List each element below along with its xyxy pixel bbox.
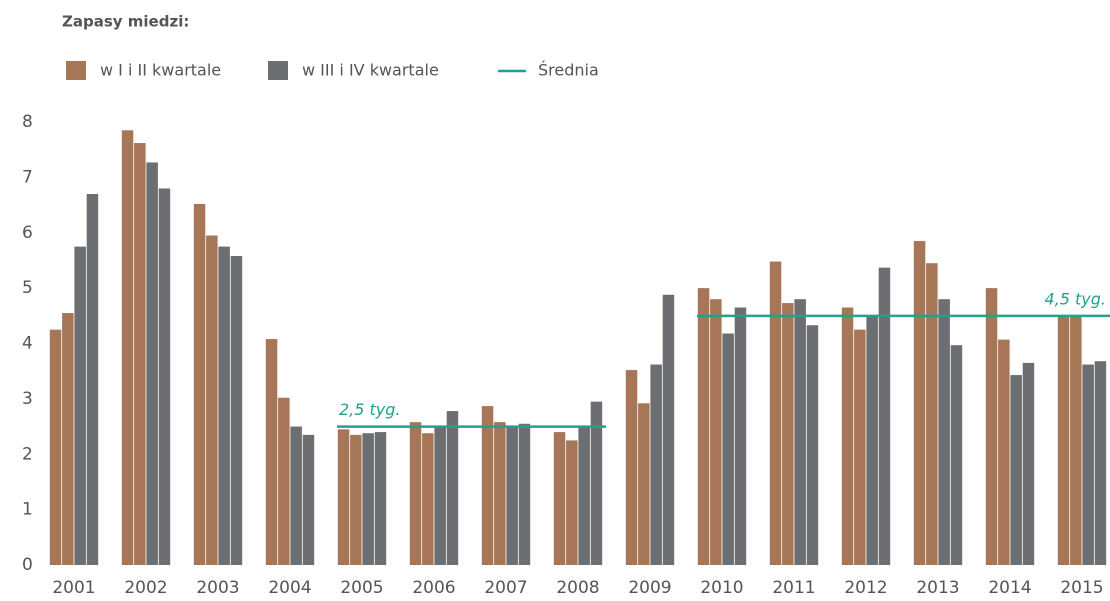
legend-label: w I i II kwartale (100, 61, 221, 80)
x-tick-label: 2014 (988, 578, 1031, 598)
bar (566, 440, 578, 565)
bar (518, 423, 531, 565)
bar (337, 429, 350, 565)
legend-swatch (66, 61, 86, 80)
bar (362, 433, 374, 565)
bar (734, 307, 747, 565)
bar (926, 263, 938, 565)
bar (985, 288, 998, 565)
bar (218, 246, 230, 565)
x-tick-label: 2002 (124, 578, 167, 598)
bar (938, 299, 950, 565)
x-tick-label: 2007 (484, 578, 527, 598)
bar (481, 406, 494, 565)
bar (265, 339, 278, 565)
y-tick-label: 8 (22, 112, 33, 132)
bar (794, 299, 806, 565)
bar (662, 294, 675, 565)
x-tick-label: 2003 (196, 578, 239, 598)
y-tick-label: 6 (22, 223, 33, 243)
chart-title: Zapasy miedzi: (62, 13, 189, 31)
bar (998, 339, 1010, 565)
bar (350, 434, 362, 565)
y-tick-label: 1 (22, 500, 33, 520)
bar (446, 411, 459, 565)
bar (1094, 361, 1107, 565)
bar (769, 261, 782, 565)
bar (278, 397, 290, 565)
bar (722, 333, 734, 565)
bar (697, 288, 710, 565)
bar (1082, 364, 1094, 565)
x-tick-label: 2005 (340, 578, 383, 598)
bar (422, 433, 434, 565)
y-tick-label: 3 (22, 389, 33, 409)
bar (1022, 362, 1035, 565)
bar (578, 426, 590, 565)
bar (854, 329, 866, 565)
bar (950, 345, 963, 565)
x-tick-label: 2006 (412, 578, 455, 598)
bar (638, 403, 650, 565)
bar (74, 246, 86, 565)
bar (913, 241, 926, 565)
average-label: 4,5 tyg. (1044, 289, 1106, 308)
x-tick-label: 2012 (844, 578, 887, 598)
y-tick-label: 7 (22, 167, 33, 187)
bar (86, 193, 99, 566)
bar (49, 329, 62, 565)
bar (158, 188, 171, 565)
y-tick-label: 2 (22, 444, 33, 464)
bar (290, 426, 302, 565)
bar (1057, 315, 1070, 565)
x-tick-label: 2001 (52, 578, 95, 598)
bar (806, 325, 819, 565)
legend-label: w III i IV kwartale (302, 61, 439, 80)
legend-swatch (268, 61, 288, 80)
x-tick-label: 2011 (772, 578, 815, 598)
bar (878, 267, 891, 565)
x-tick-label: 2010 (700, 578, 743, 598)
bar (206, 235, 218, 566)
average-label: 2,5 tyg. (339, 400, 401, 419)
bar (121, 130, 134, 565)
bar (494, 422, 506, 565)
bar (710, 299, 722, 565)
bar (230, 256, 243, 565)
bar (506, 426, 518, 565)
bar (1070, 315, 1082, 565)
y-tick-label: 0 (22, 555, 33, 575)
bar (1010, 375, 1022, 565)
bar (374, 432, 387, 565)
bar (841, 307, 854, 565)
legend-label: Średnia (538, 61, 599, 80)
bar (193, 203, 206, 565)
x-tick-label: 2013 (916, 578, 959, 598)
bar (866, 315, 878, 565)
bar (62, 313, 74, 565)
bar (434, 426, 446, 565)
bar (650, 364, 662, 565)
bar (409, 422, 422, 565)
x-tick-label: 2015 (1060, 578, 1103, 598)
y-tick-label: 4 (22, 334, 33, 354)
x-tick-label: 2004 (268, 578, 311, 598)
y-tick-label: 5 (22, 278, 33, 298)
x-tick-label: 2009 (628, 578, 671, 598)
bar (553, 432, 566, 565)
bar (590, 401, 603, 565)
bar (302, 434, 315, 565)
bar (625, 370, 638, 565)
bar (782, 303, 794, 565)
bar (134, 143, 146, 566)
bar (146, 162, 158, 565)
x-tick-label: 2008 (556, 578, 599, 598)
